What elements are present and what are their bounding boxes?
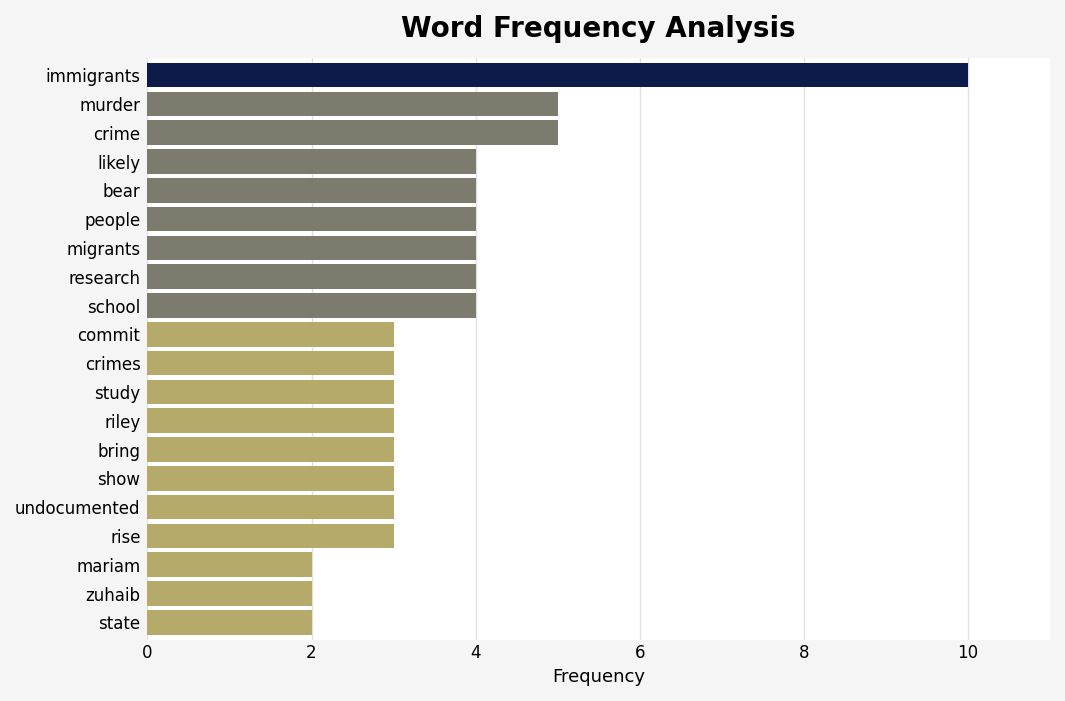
Title: Word Frequency Analysis: Word Frequency Analysis [402, 15, 796, 43]
Bar [147, 121, 558, 145]
Bar [147, 380, 394, 404]
Bar [147, 351, 394, 375]
Bar [147, 524, 394, 548]
Bar [147, 581, 312, 606]
Bar [147, 207, 476, 231]
Bar [147, 92, 558, 116]
X-axis label: Frequency: Frequency [553, 668, 645, 686]
Bar [147, 236, 476, 260]
Bar [147, 149, 476, 174]
Bar [147, 495, 394, 519]
Bar [147, 178, 476, 203]
Bar [147, 409, 394, 433]
Bar [147, 322, 394, 346]
Bar [147, 552, 312, 577]
Bar [147, 264, 476, 289]
Bar [147, 293, 476, 318]
Bar [147, 63, 968, 88]
Bar [147, 610, 312, 634]
Bar [147, 437, 394, 462]
Bar [147, 466, 394, 491]
